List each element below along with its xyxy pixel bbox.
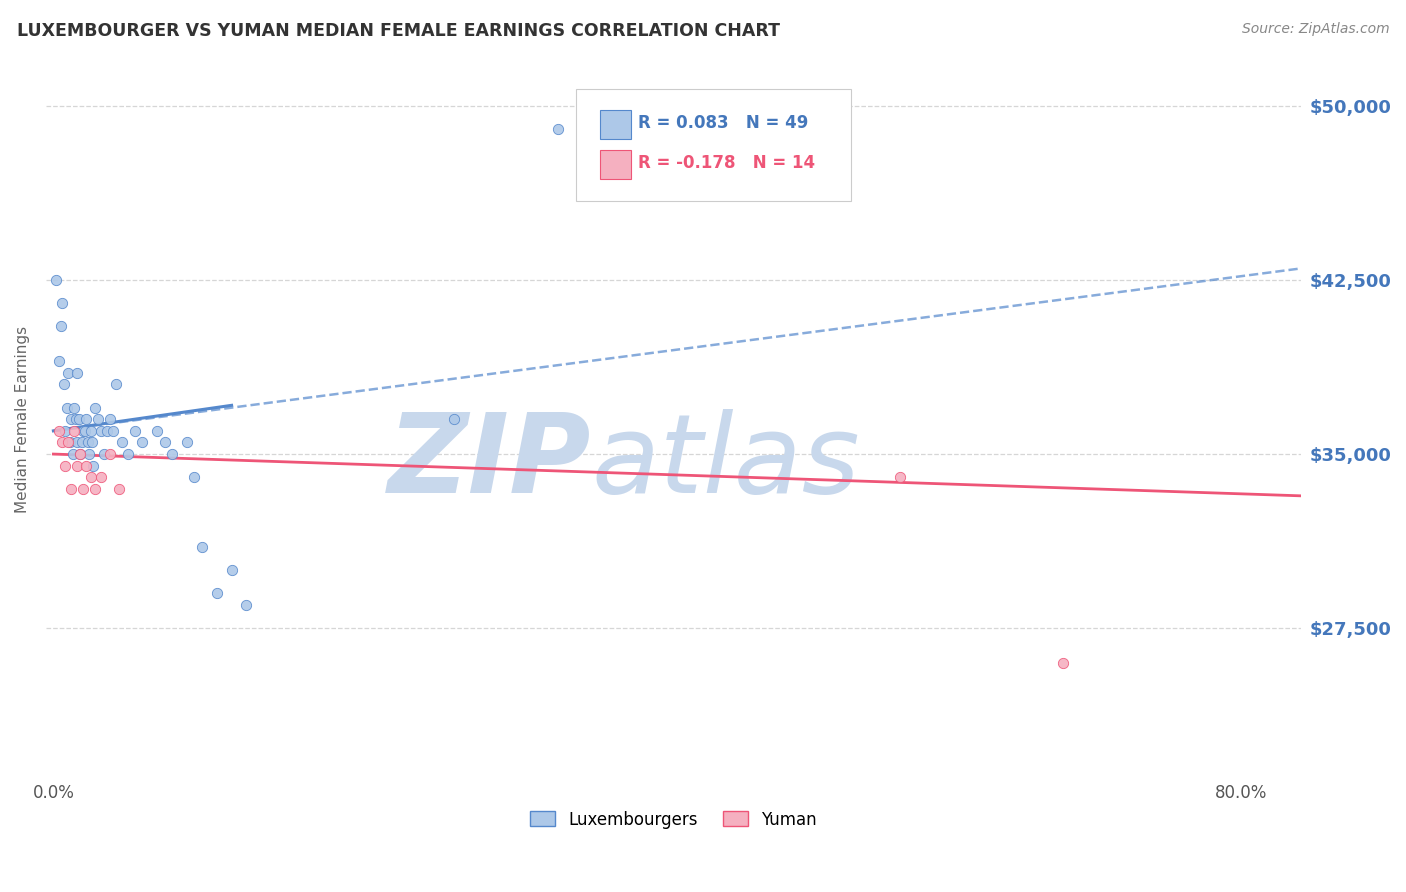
Point bbox=[53, 424, 76, 438]
Point bbox=[51, 296, 73, 310]
Point bbox=[79, 470, 101, 484]
Point bbox=[96, 424, 118, 438]
Point bbox=[48, 424, 70, 438]
Point bbox=[131, 435, 153, 450]
Text: R = 0.083   N = 49: R = 0.083 N = 49 bbox=[638, 114, 808, 132]
Point bbox=[176, 435, 198, 450]
Point bbox=[70, 435, 93, 450]
Point bbox=[75, 412, 97, 426]
Point bbox=[66, 458, 89, 473]
Point bbox=[146, 424, 169, 438]
Point bbox=[191, 540, 214, 554]
Point bbox=[72, 424, 94, 438]
Point bbox=[547, 122, 569, 136]
Point bbox=[93, 447, 115, 461]
Text: atlas: atlas bbox=[592, 409, 860, 516]
Point bbox=[75, 458, 97, 473]
Point bbox=[77, 447, 100, 461]
Point bbox=[67, 412, 90, 426]
Point bbox=[66, 366, 89, 380]
Point bbox=[1052, 656, 1074, 670]
Point bbox=[90, 470, 112, 484]
Point bbox=[90, 424, 112, 438]
Point bbox=[76, 435, 98, 450]
Point bbox=[124, 424, 146, 438]
Text: LUXEMBOURGER VS YUMAN MEDIAN FEMALE EARNINGS CORRELATION CHART: LUXEMBOURGER VS YUMAN MEDIAN FEMALE EARN… bbox=[17, 22, 780, 40]
Point bbox=[48, 354, 70, 368]
Point bbox=[59, 435, 82, 450]
Point bbox=[58, 435, 80, 450]
Point bbox=[69, 447, 91, 461]
Point bbox=[153, 435, 176, 450]
Point bbox=[73, 424, 96, 438]
Point bbox=[107, 482, 129, 496]
Point bbox=[66, 435, 89, 450]
Point bbox=[98, 447, 121, 461]
Point bbox=[889, 470, 911, 484]
Point bbox=[221, 563, 243, 577]
Legend: Luxembourgers, Yuman: Luxembourgers, Yuman bbox=[523, 804, 824, 835]
Y-axis label: Median Female Earnings: Median Female Earnings bbox=[15, 326, 30, 513]
Text: ZIP: ZIP bbox=[388, 409, 592, 516]
Point bbox=[63, 424, 86, 438]
Point bbox=[98, 412, 121, 426]
Point bbox=[183, 470, 205, 484]
Point bbox=[60, 482, 83, 496]
Text: R = -0.178   N = 14: R = -0.178 N = 14 bbox=[638, 154, 815, 172]
Point bbox=[49, 319, 72, 334]
Point bbox=[51, 435, 73, 450]
Point bbox=[117, 447, 139, 461]
Text: Source: ZipAtlas.com: Source: ZipAtlas.com bbox=[1241, 22, 1389, 37]
Point bbox=[82, 458, 104, 473]
Point bbox=[63, 401, 86, 415]
Point bbox=[62, 447, 84, 461]
Point bbox=[45, 273, 67, 287]
Point bbox=[80, 435, 103, 450]
Point bbox=[205, 586, 228, 600]
Point bbox=[84, 401, 107, 415]
Point bbox=[72, 482, 94, 496]
Point bbox=[79, 424, 101, 438]
Point bbox=[60, 412, 83, 426]
Point bbox=[101, 424, 124, 438]
Point bbox=[235, 598, 257, 612]
Point bbox=[69, 447, 91, 461]
Point bbox=[65, 412, 87, 426]
Point bbox=[87, 412, 110, 426]
Point bbox=[443, 412, 465, 426]
Point bbox=[52, 377, 75, 392]
Point bbox=[104, 377, 127, 392]
Point bbox=[84, 482, 107, 496]
Point bbox=[160, 447, 183, 461]
Point bbox=[58, 366, 80, 380]
Point bbox=[111, 435, 134, 450]
Point bbox=[55, 401, 77, 415]
Point bbox=[53, 458, 76, 473]
